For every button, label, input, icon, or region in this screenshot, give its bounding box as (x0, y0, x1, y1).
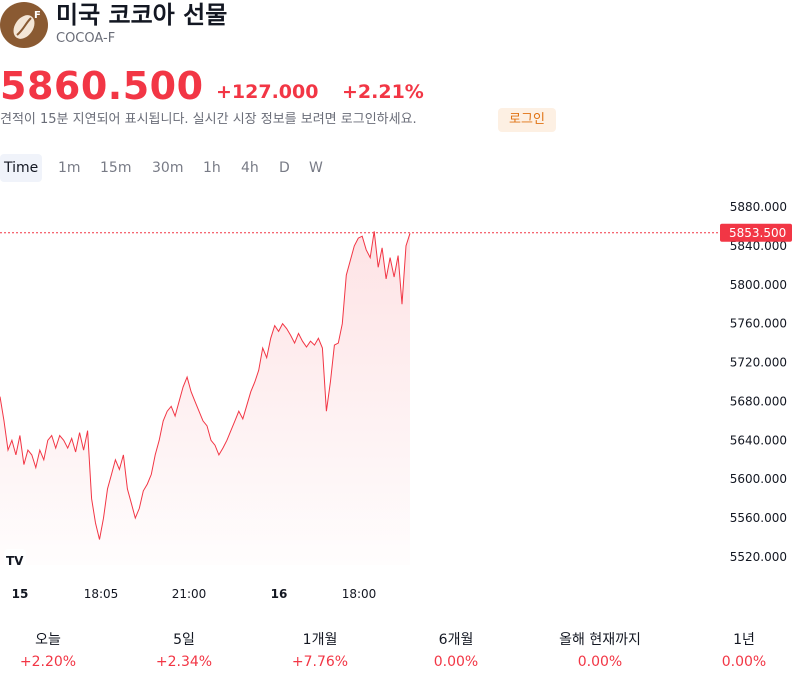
y-tick-label: 5640.000 (730, 433, 787, 447)
y-tick-label: 5800.000 (730, 278, 787, 292)
tradingview-logo-icon: TV (4, 549, 26, 569)
y-tick-label: 5560.000 (730, 511, 787, 525)
page-title: 미국 코코아 선물 (56, 1, 228, 29)
y-tick-label: 5840.000 (730, 239, 787, 253)
period-value: 0.00% (433, 654, 479, 670)
x-tick-label: 15 (12, 587, 29, 601)
cocoa-logo-icon: F (0, 2, 48, 48)
period-ytd[interactable]: 올해 현재까지 0.00% (545, 630, 655, 672)
delay-notice: 견적이 15분 지연되어 표시됩니다. 실시간 시장 정보를 보려면 로그인하세… (0, 112, 417, 127)
tab-15m[interactable]: 15m (100, 160, 132, 176)
last-price: 5860.500 (0, 64, 204, 108)
period-label: 6개월 (438, 632, 474, 648)
x-tick-label: 18:05 (84, 587, 119, 601)
period-value: 0.00% (577, 654, 623, 670)
y-tick-label: 5880.000 (730, 200, 787, 214)
period-label: 오늘 (35, 632, 61, 648)
y-tick-label: 5680.000 (730, 394, 787, 408)
period-label: 5일 (173, 632, 195, 648)
period-6m[interactable]: 6개월 0.00% (401, 630, 511, 672)
symbol-header: F 미국 코코아 선물 COCOA-F (0, 0, 800, 50)
tab-4h[interactable]: 4h (241, 160, 259, 176)
x-tick-label: 16 (271, 587, 288, 601)
period-value: +7.76% (291, 654, 349, 670)
period-today[interactable]: 오늘 +2.20% (0, 630, 103, 672)
period-5d[interactable]: 5일 +2.34% (129, 630, 239, 672)
last-price-label: 5853.500 (729, 226, 786, 240)
price-line (0, 231, 411, 540)
period-value: +2.20% (19, 654, 77, 670)
period-label: 1년 (733, 632, 755, 648)
tab-1m[interactable]: 1m (58, 160, 81, 176)
tab-w[interactable]: W (309, 160, 323, 176)
tab-time[interactable]: Time (0, 154, 43, 182)
last-price-badge: 5853.500 (720, 223, 792, 242)
performance-periods: 오늘 +2.20% 5일 +2.34% 1개월 +7.76% 6개월 0.00%… (0, 630, 800, 674)
period-1m[interactable]: 1개월 +7.76% (265, 630, 375, 672)
tab-30m[interactable]: 30m (152, 160, 184, 176)
period-label: 1개월 (302, 632, 338, 648)
x-tick-label: 18:00 (342, 587, 377, 601)
y-tick-label: 5520.000 (730, 550, 787, 564)
quote-row: 5860.500 +127.000 +2.21% (0, 64, 800, 108)
price-change: +127.000 (216, 81, 319, 103)
y-tick-label: 5600.000 (730, 472, 787, 486)
price-chart[interactable]: 5880.000 5840.000 5800.000 5760.000 5720.000… (0, 195, 800, 610)
tab-1h[interactable]: 1h (203, 160, 221, 176)
logo-letter: F (34, 10, 41, 21)
period-1y[interactable]: 1년 0.00% (689, 630, 799, 672)
period-value: +2.34% (155, 654, 213, 670)
ticker-symbol: COCOA-F (56, 31, 116, 46)
chart-canvas: 5880.000 5840.000 5800.000 5760.000 5720.000… (0, 200, 792, 601)
svg-text:TV: TV (6, 554, 24, 568)
tab-d[interactable]: D (279, 160, 290, 176)
period-label: 올해 현재까지 (559, 632, 641, 648)
price-area (0, 231, 410, 566)
login-button[interactable]: 로그인 (498, 108, 556, 132)
y-tick-label: 5720.000 (730, 356, 787, 370)
price-change-percent: +2.21% (342, 81, 424, 103)
x-tick-label: 21:00 (172, 587, 207, 601)
y-tick-label: 5760.000 (730, 317, 787, 331)
period-value: 0.00% (721, 654, 767, 670)
